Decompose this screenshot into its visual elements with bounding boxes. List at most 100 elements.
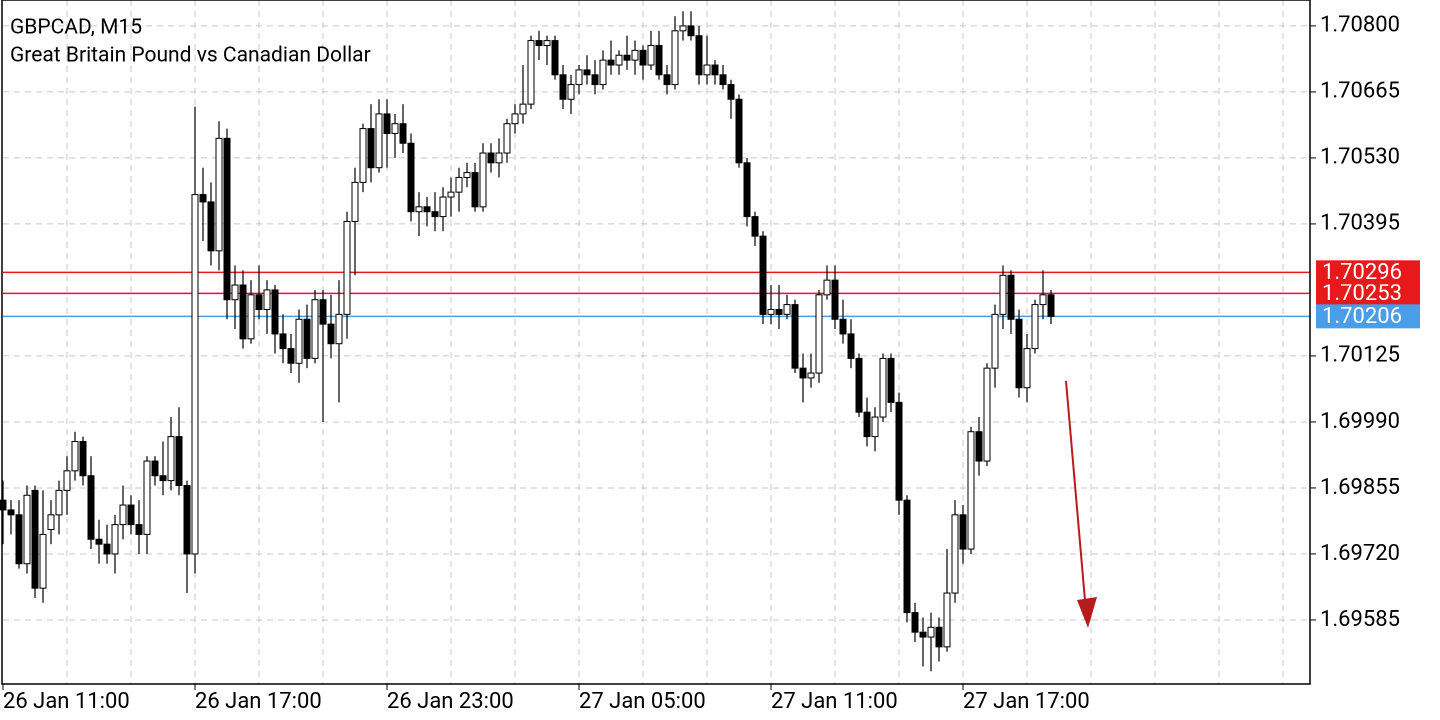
body	[375, 113, 383, 169]
body	[311, 299, 319, 359]
body	[743, 162, 751, 218]
body	[479, 152, 487, 208]
body	[1039, 294, 1047, 306]
body	[967, 431, 975, 550]
body	[735, 98, 743, 164]
body	[583, 69, 591, 76]
price-label-box	[1316, 281, 1420, 306]
body	[567, 84, 575, 100]
body	[951, 514, 959, 594]
body	[111, 524, 119, 555]
body	[199, 194, 207, 203]
y-tick-label: 1.69990	[1320, 409, 1400, 434]
chart-subtitle: Great Britain Pound vs Canadian Dollar	[10, 44, 371, 68]
body	[423, 206, 431, 213]
y-tick-label: 1.70800	[1320, 13, 1400, 38]
body	[591, 74, 599, 86]
body	[71, 440, 79, 472]
body	[263, 289, 271, 310]
arrow	[1065, 380, 1087, 613]
body	[31, 489, 39, 589]
body	[983, 367, 991, 462]
body	[247, 294, 255, 340]
x-tick-label: 26 Jan 23:00	[387, 689, 514, 714]
body	[663, 74, 671, 86]
body	[559, 74, 567, 100]
body	[527, 40, 535, 105]
body	[495, 152, 503, 164]
y-tick-label: 1.69855	[1320, 475, 1400, 500]
body	[215, 137, 223, 252]
body	[927, 626, 935, 638]
price-lines	[3, 271, 1310, 318]
body	[687, 25, 695, 37]
body	[831, 279, 839, 320]
body	[871, 416, 879, 438]
body	[487, 152, 495, 164]
body	[1007, 274, 1015, 320]
body	[447, 191, 455, 198]
body	[1023, 348, 1031, 389]
body	[775, 308, 783, 315]
body	[999, 274, 1007, 315]
body	[791, 304, 799, 369]
body	[127, 504, 135, 526]
price-label: 1.70296	[1322, 260, 1402, 285]
body	[759, 235, 767, 315]
body	[599, 59, 607, 86]
body	[471, 172, 479, 208]
body	[607, 59, 615, 66]
body	[87, 475, 95, 540]
y-tick-label: 1.70125	[1320, 343, 1400, 368]
y-tick-label: 1.70395	[1320, 211, 1400, 236]
x-tick-label: 27 Jan 11:00	[771, 689, 898, 714]
y-tick-label: 1.69720	[1320, 541, 1400, 566]
price-label-box	[1316, 260, 1420, 285]
body	[703, 64, 711, 76]
body	[407, 142, 415, 213]
body	[279, 333, 287, 350]
body	[887, 357, 895, 403]
body	[391, 123, 399, 134]
body	[7, 509, 15, 516]
body	[191, 194, 199, 555]
body	[343, 220, 351, 315]
body	[799, 367, 807, 379]
body	[511, 113, 519, 125]
body	[231, 284, 239, 301]
x-tick-label: 27 Jan 05:00	[579, 689, 706, 714]
arrow-head	[1077, 597, 1097, 628]
body	[15, 514, 23, 565]
body	[23, 494, 31, 565]
price-label: 1.70206	[1322, 304, 1402, 329]
body	[943, 592, 951, 648]
body	[679, 25, 687, 32]
body	[151, 460, 159, 477]
y-tick-label: 1.70665	[1320, 79, 1400, 104]
body	[327, 323, 335, 345]
body	[975, 431, 983, 462]
body	[535, 40, 543, 46]
candles	[0, 11, 1055, 672]
body	[1031, 304, 1039, 350]
body	[639, 49, 647, 66]
body	[1047, 294, 1055, 317]
body	[103, 543, 111, 555]
body	[367, 128, 375, 169]
body	[991, 313, 999, 369]
body	[351, 181, 359, 222]
body	[143, 460, 151, 535]
x-tick-label: 27 Jan 17:00	[963, 689, 1090, 714]
body	[911, 612, 919, 633]
body	[655, 44, 663, 76]
body	[183, 484, 191, 555]
body	[207, 201, 215, 252]
grid	[3, 0, 1310, 684]
body	[399, 123, 407, 144]
body	[903, 499, 911, 614]
body	[631, 49, 639, 61]
body	[807, 372, 815, 379]
body	[167, 436, 175, 482]
body	[815, 294, 823, 374]
